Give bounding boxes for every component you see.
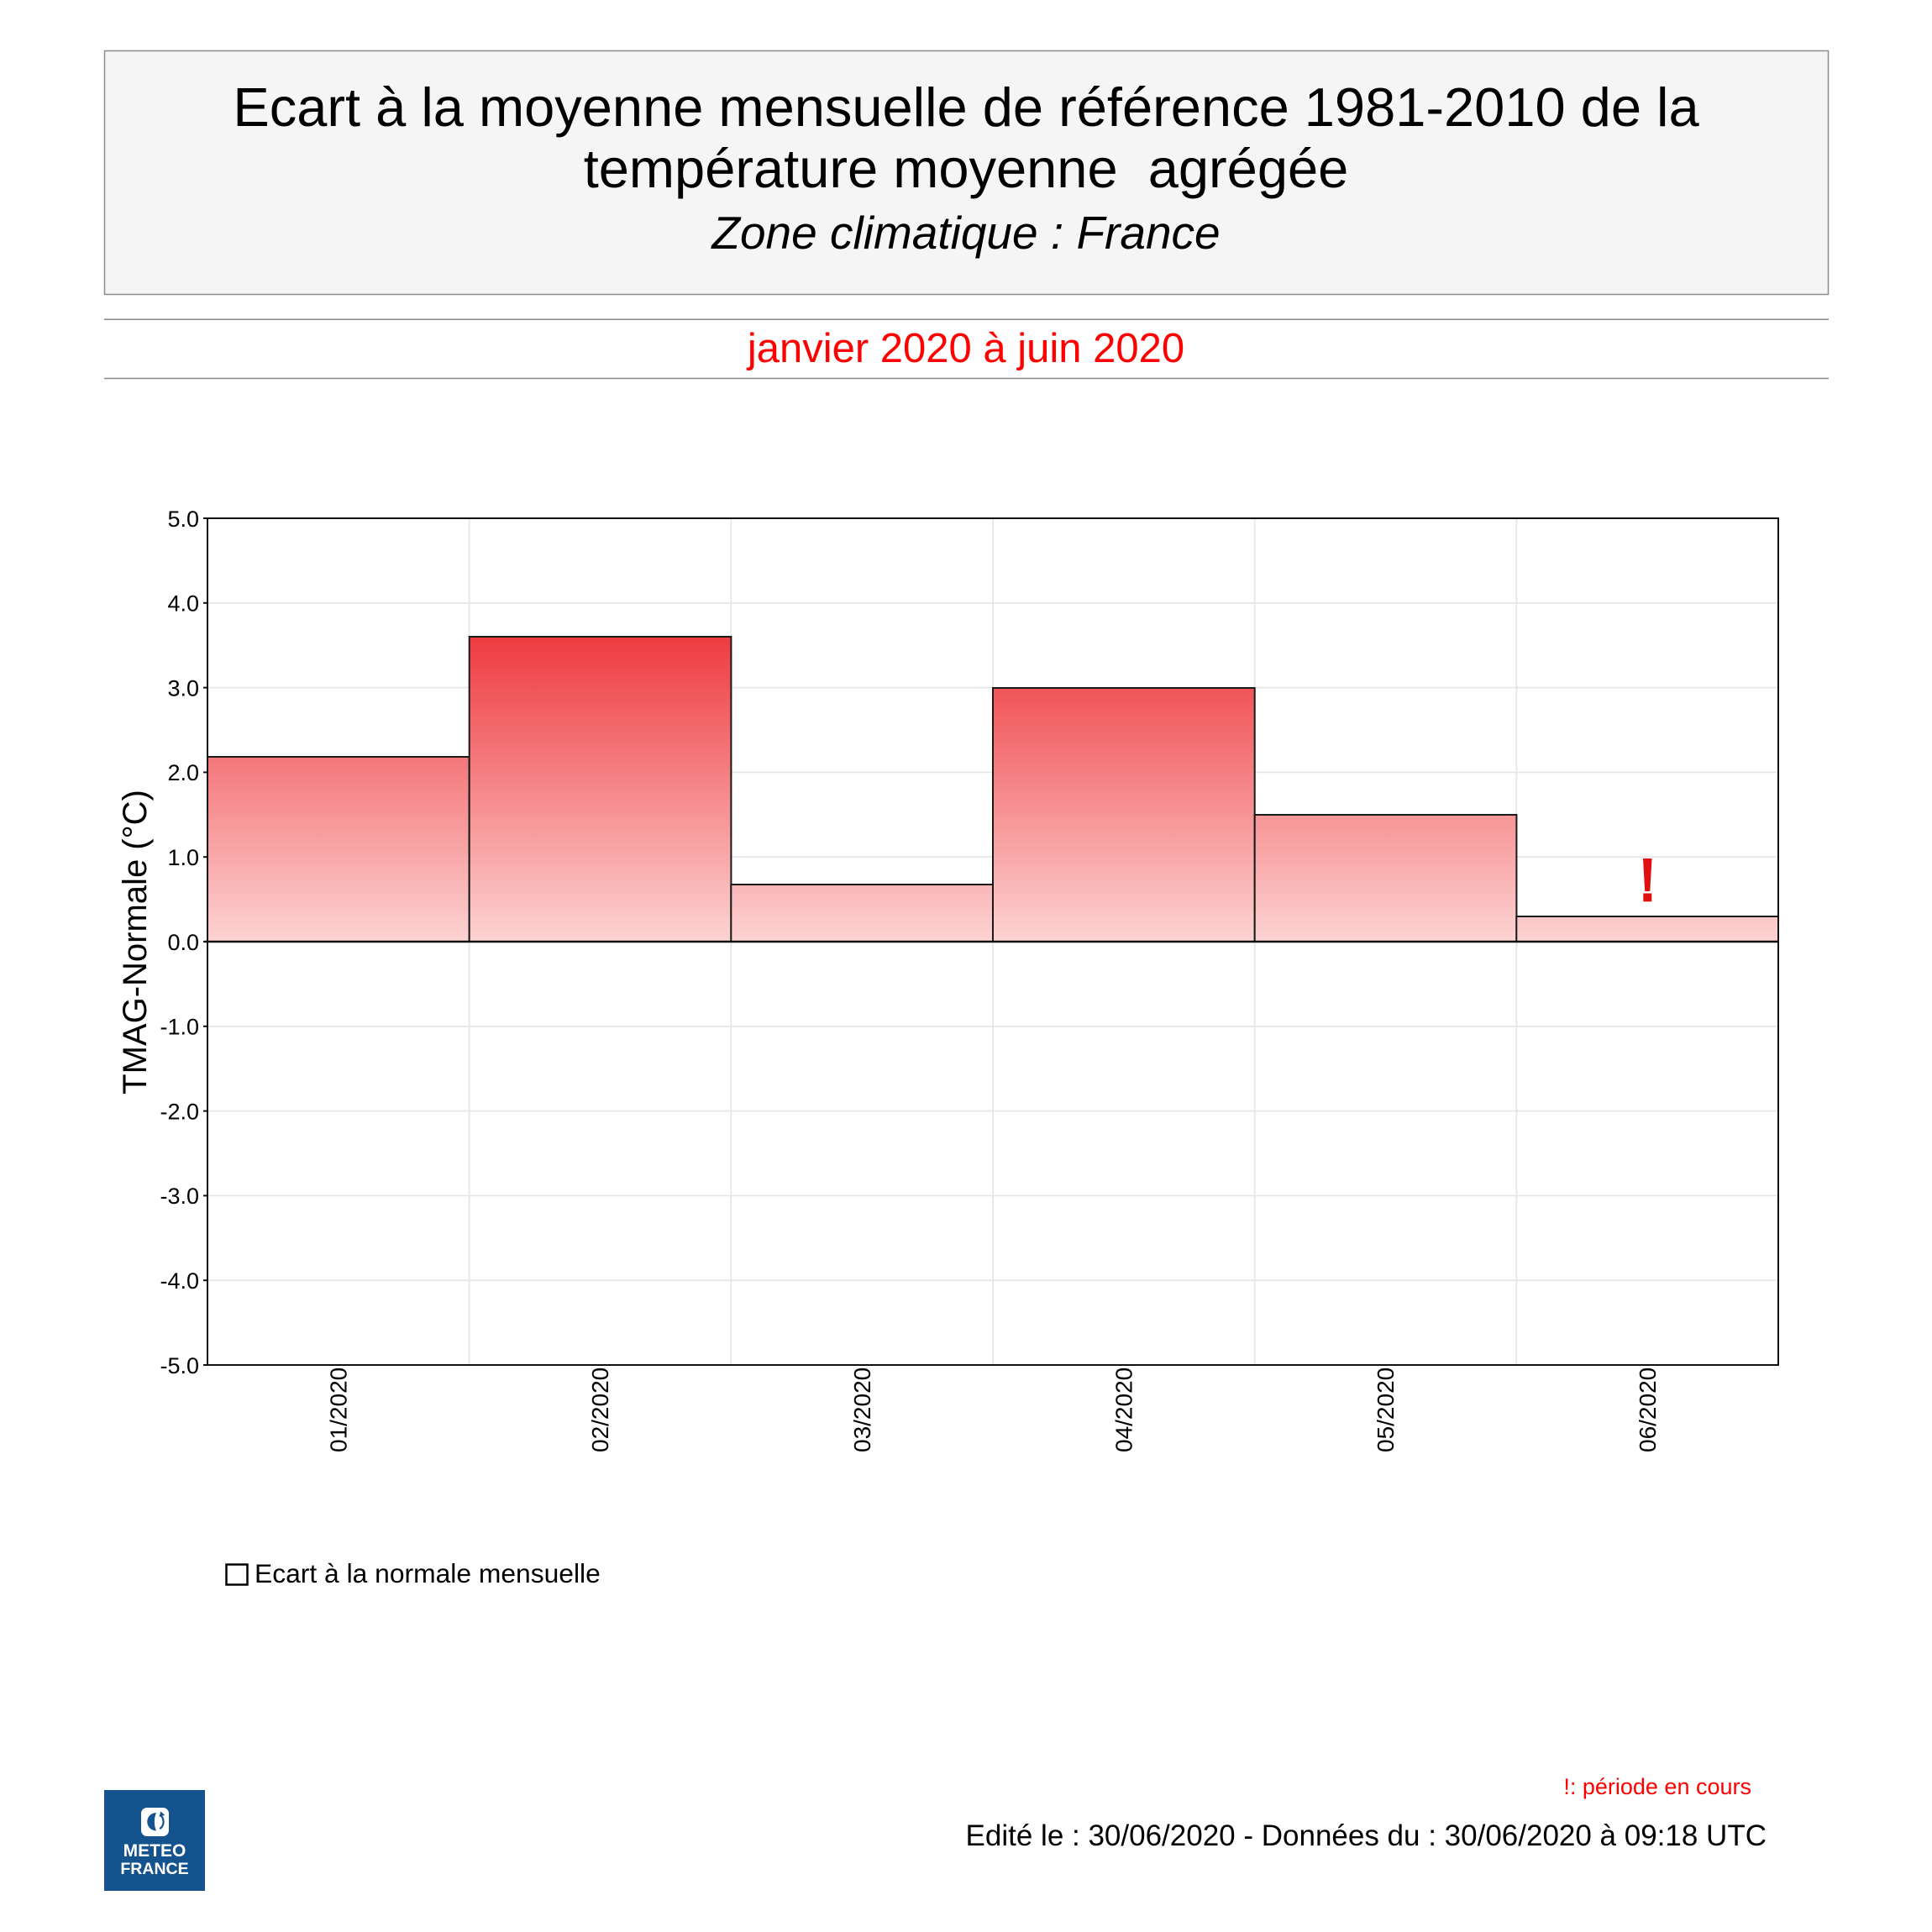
svg-text:température moyenne agrégée: température moyenne agrégée	[584, 138, 1349, 199]
svg-text:-5.0: -5.0	[160, 1353, 199, 1378]
svg-text:1.0: 1.0	[167, 845, 199, 870]
svg-text:METEO: METEO	[123, 1841, 186, 1861]
svg-text:Ecart à la normale mensuelle: Ecart à la normale mensuelle	[255, 1558, 601, 1588]
svg-text:FRANCE: FRANCE	[120, 1860, 188, 1878]
svg-text:4.0: 4.0	[167, 591, 199, 617]
svg-text:04/2020: 04/2020	[1111, 1368, 1137, 1452]
svg-text:TMAG-Normale (°C): TMAG-Normale (°C)	[117, 790, 154, 1095]
svg-text:0.0: 0.0	[167, 930, 199, 955]
svg-text:-3.0: -3.0	[160, 1184, 199, 1209]
svg-text:06/2020: 06/2020	[1635, 1368, 1661, 1452]
svg-text:02/2020: 02/2020	[587, 1368, 613, 1452]
svg-text:03/2020: 03/2020	[849, 1368, 875, 1452]
svg-text:!: période en cours: !: période en cours	[1563, 1774, 1751, 1799]
svg-text:-1.0: -1.0	[160, 1015, 199, 1040]
svg-text:2.0: 2.0	[167, 760, 199, 785]
svg-text:01/2020: 01/2020	[326, 1368, 352, 1452]
svg-text:janvier 2020 à juin 2020: janvier 2020 à juin 2020	[746, 326, 1184, 371]
svg-text:Ecart à la moyenne mensuelle d: Ecart à la moyenne mensuelle de référenc…	[233, 76, 1699, 138]
svg-text:3.0: 3.0	[167, 675, 199, 701]
svg-text:5.0: 5.0	[167, 507, 199, 532]
svg-text:Edité le : 30/06/2020 - Donnée: Edité le : 30/06/2020 - Données du : 30/…	[966, 1819, 1767, 1852]
svg-text:-4.0: -4.0	[160, 1268, 199, 1294]
svg-text:Zone climatique : France: Zone climatique : France	[710, 207, 1220, 259]
svg-text:05/2020: 05/2020	[1373, 1368, 1399, 1452]
svg-text:-2.0: -2.0	[160, 1099, 199, 1124]
